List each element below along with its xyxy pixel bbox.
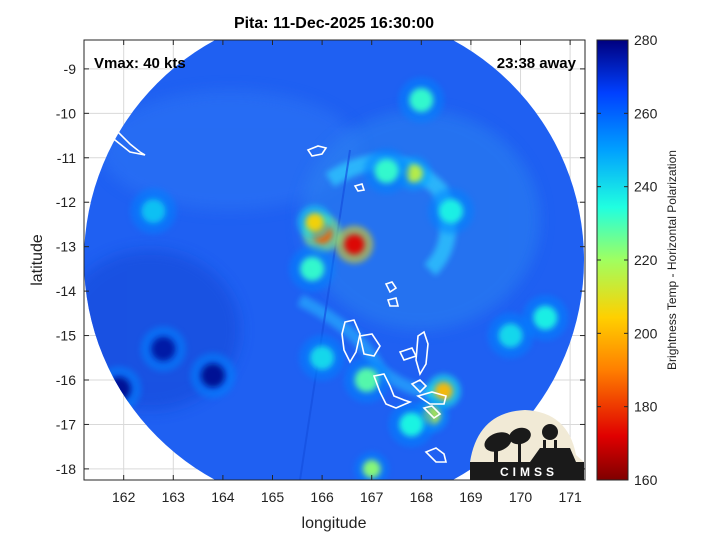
- time-away-annotation: 23:38 away: [497, 55, 577, 72]
- convective-cell: [362, 459, 381, 478]
- convective-cell: [151, 336, 176, 361]
- coast-island-14: [422, 405, 442, 420]
- cimss-logo-text: CIMSS: [500, 465, 558, 479]
- axes-box: [83, 39, 586, 481]
- colorbar-ticks: 280 260 240 220 200 180 160: [597, 32, 658, 488]
- x-tick-label: 171: [558, 489, 582, 505]
- coast-island-15: [424, 447, 448, 463]
- y-tick-label: -13: [56, 239, 76, 255]
- convective-cell: [434, 382, 453, 401]
- swath-spiral-band: [325, 154, 456, 276]
- colorbar-tick-label: 180: [634, 399, 658, 415]
- convective-cell: [354, 368, 379, 392]
- coast-island-12: [410, 379, 428, 394]
- colorbar-tick-label: 240: [634, 179, 658, 195]
- convective-cells: [95, 77, 569, 480]
- colorbar-tick-label: 200: [634, 325, 658, 341]
- y-tick-label: -11: [57, 150, 76, 166]
- x-tick-label: 164: [211, 489, 235, 505]
- x-tick-label: 162: [112, 489, 136, 505]
- coast-island-3: [306, 145, 328, 157]
- colorbar-label: Brightness Temp - Horizontal Polarizatio…: [665, 150, 679, 370]
- colorbar-tick-label: 160: [634, 472, 658, 488]
- convective-cell: [399, 412, 424, 437]
- vmax-annotation: Vmax: 40 kts: [94, 55, 186, 72]
- colorbar-tick-label: 220: [634, 252, 658, 268]
- chart-title: Pita: 11-Dec-2025 16:30:00: [234, 15, 434, 32]
- coast-island-13: [416, 391, 447, 405]
- y-tick-label: -16: [56, 372, 76, 388]
- y-axis: -9 -10 -11 -12 -13 -14 -15 -16 -17 -18: [56, 61, 585, 477]
- y-axis-label: latitude: [29, 234, 46, 286]
- x-tick-label: 169: [459, 489, 483, 505]
- cimss-satellite-dish-icon: CIMSS: [470, 410, 584, 480]
- y-tick-label: -14: [56, 283, 76, 299]
- coast-island-1: [84, 61, 104, 105]
- convective-cell: [305, 213, 324, 232]
- coast-island-10: [415, 330, 429, 376]
- x-axis-label: longitude: [302, 515, 367, 532]
- x-tick-label: 167: [360, 489, 384, 505]
- coast-island-4: [353, 183, 366, 192]
- convective-cell: [141, 199, 166, 224]
- swath-warm-band: [100, 90, 360, 210]
- coast-island-6: [386, 297, 400, 307]
- convective-cell: [374, 159, 399, 184]
- x-axis: 162 163 164 165 166 167 168 169 170 171: [112, 40, 582, 505]
- swath-eastern-field: [300, 110, 540, 330]
- x-tick-label: 163: [162, 489, 186, 505]
- y-tick-label: -18: [56, 461, 76, 477]
- coast-island-7: [341, 319, 361, 364]
- y-tick-label: -10: [56, 105, 76, 121]
- y-tick-label: -12: [56, 194, 76, 210]
- coast-island-5: [384, 281, 398, 294]
- y-tick-label: -15: [56, 328, 76, 344]
- colorbar-tick-label: 260: [634, 105, 658, 121]
- brightness-swath: [84, 40, 584, 480]
- swath-scan-seam: [299, 149, 351, 480]
- colorbar-tick-label: 280: [634, 32, 658, 48]
- coast-island-8: [359, 333, 381, 357]
- convective-cell: [310, 345, 335, 370]
- convective-cell: [344, 234, 365, 255]
- y-tick-label: -17: [56, 416, 76, 432]
- x-tick-label: 170: [509, 489, 533, 505]
- y-tick-label: -9: [64, 61, 77, 77]
- convective-cell: [200, 363, 225, 388]
- x-tick-label: 165: [261, 489, 285, 505]
- convective-cell: [498, 323, 523, 348]
- coast-island-2: [88, 123, 146, 156]
- convective-cell: [300, 256, 325, 281]
- convective-cell: [439, 199, 464, 224]
- convective-cell: [533, 305, 558, 330]
- convective-cell: [409, 88, 434, 112]
- colorbar: [596, 39, 629, 481]
- convective-cell: [404, 164, 423, 183]
- x-tick-label: 168: [410, 489, 434, 505]
- coast-island-11: [372, 373, 413, 409]
- coastlines: [84, 61, 448, 463]
- x-tick-label: 166: [310, 489, 334, 505]
